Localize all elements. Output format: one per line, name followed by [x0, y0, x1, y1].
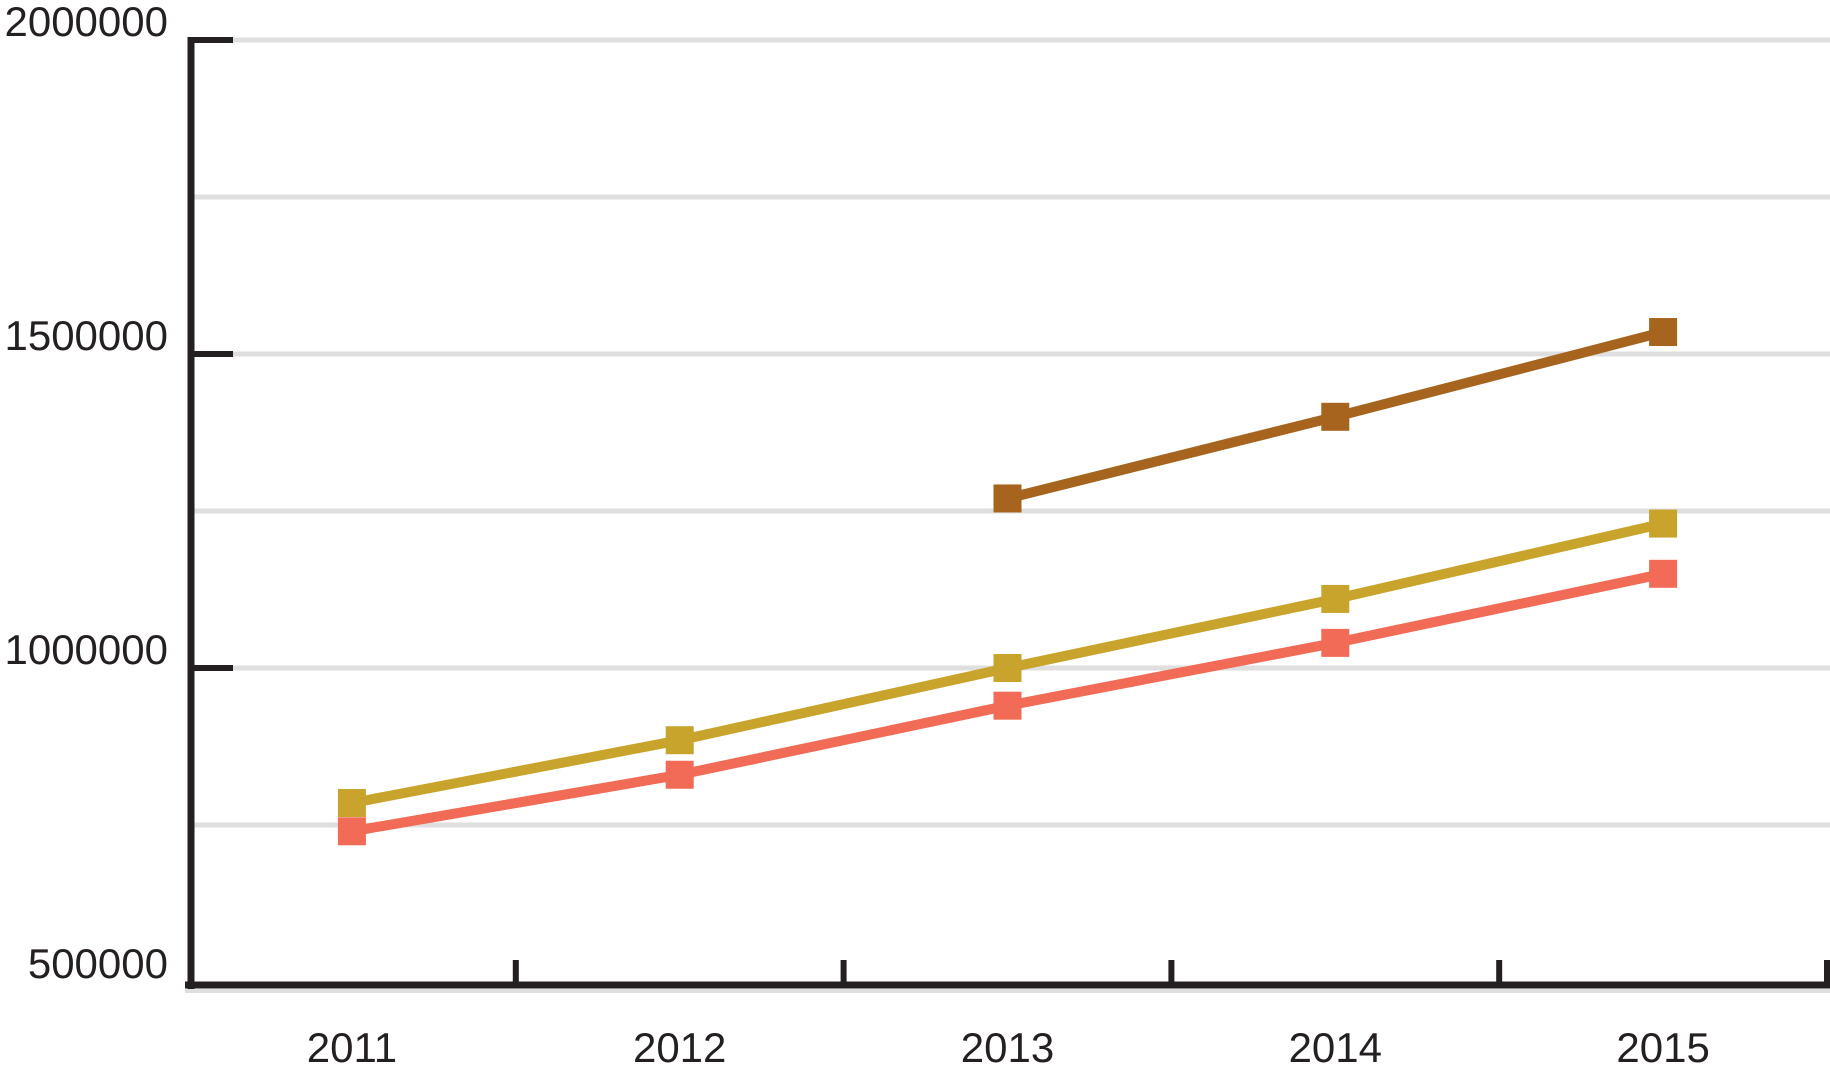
y-axis-label: 1500000: [4, 312, 168, 359]
y-axis-label: 2000000: [4, 0, 168, 45]
series-brown-marker: [1321, 402, 1350, 431]
x-axis-label: 2012: [633, 1024, 726, 1071]
series-yellow-marker: [1649, 509, 1678, 538]
y-axis-label: 1000000: [4, 626, 168, 673]
series-red-marker: [337, 817, 366, 846]
series-yellow-marker: [1321, 584, 1350, 613]
x-axis-label: 2011: [307, 1024, 397, 1071]
series-red-marker: [1649, 559, 1678, 588]
x-axis-label: 2014: [1289, 1024, 1382, 1071]
x-axis-label: 2015: [1616, 1024, 1709, 1071]
series-red-marker: [665, 760, 694, 789]
y-axis-label: 500000: [28, 940, 168, 987]
series-yellow-marker: [993, 654, 1022, 682]
series-yellow-marker: [337, 789, 366, 818]
series-yellow-marker: [665, 726, 694, 755]
x-axis-label: 2013: [961, 1024, 1054, 1071]
series-brown-marker: [1649, 318, 1678, 347]
series-red-marker: [1321, 628, 1350, 657]
series-red-marker: [993, 691, 1022, 720]
series-brown-marker: [993, 484, 1022, 513]
